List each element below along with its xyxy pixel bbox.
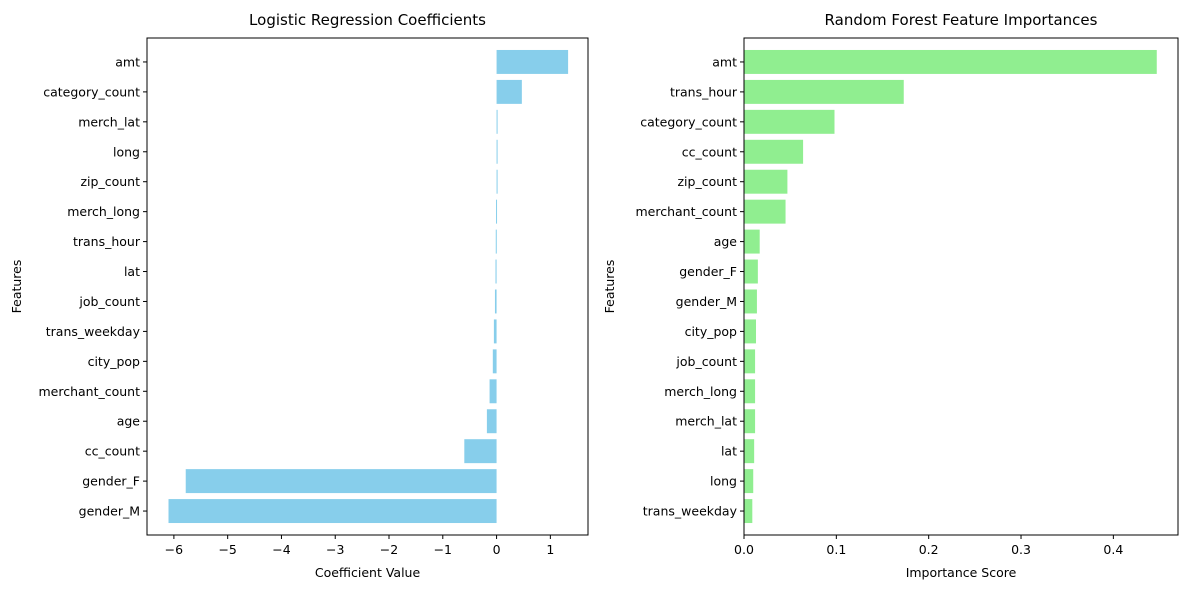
y-tick-label: job_count: [675, 354, 737, 369]
bar-zip_count: [744, 169, 788, 194]
x-tick-label: 0.1: [826, 542, 846, 557]
y-tick-label: merch_long: [67, 204, 140, 219]
x-axis-label: Coefficient Value: [315, 565, 421, 580]
chart-title: Logistic Regression Coefficients: [249, 11, 486, 29]
bar-merch_lat: [744, 409, 756, 434]
x-tick-label: −6: [165, 542, 183, 557]
bar-amt: [496, 49, 569, 74]
x-tick-label: −2: [380, 542, 398, 557]
y-tick-label: zip_count: [678, 174, 738, 189]
y-tick-label: age: [117, 414, 141, 429]
y-tick-label: lat: [721, 444, 737, 459]
x-tick-label: 0.4: [1103, 542, 1123, 557]
bar-gender_M: [168, 499, 497, 524]
y-tick-label: amt: [115, 54, 140, 69]
x-tick-label: 0.0: [734, 542, 754, 557]
x-tick-label: 0: [493, 542, 501, 557]
bar-merch_long: [744, 379, 756, 404]
y-tick-label: merch_long: [664, 384, 737, 399]
bar-amt: [744, 49, 1157, 74]
bar-city_pop: [744, 319, 757, 344]
y-tick-label: cc_count: [682, 144, 737, 159]
bar-job_count: [494, 289, 497, 314]
bar-merch_lat: [496, 109, 498, 134]
y-tick-label: zip_count: [81, 174, 141, 189]
x-tick-label: −5: [218, 542, 236, 557]
bar-zip_count: [496, 169, 498, 194]
bar-trans_hour: [744, 79, 904, 104]
bar-gender_M: [744, 289, 757, 314]
bar-lat: [744, 439, 755, 464]
bar-gender_F: [185, 469, 497, 494]
y-tick-label: city_pop: [685, 324, 737, 339]
y-tick-label: trans_hour: [73, 234, 141, 249]
y-tick-label: gender_M: [79, 504, 140, 519]
bar-category_count: [496, 79, 522, 104]
y-tick-label: city_pop: [88, 354, 140, 369]
bar-job_count: [744, 349, 756, 374]
x-tick-label: −3: [326, 542, 344, 557]
y-tick-label: category_count: [640, 114, 737, 129]
y-tick-label: gender_F: [679, 264, 737, 279]
bar-category_count: [744, 109, 835, 134]
chart-title: Random Forest Feature Importances: [825, 11, 1098, 29]
bar-city_pop: [492, 349, 497, 374]
y-tick-label: trans_hour: [670, 84, 738, 99]
y-tick-label: long: [710, 474, 737, 489]
y-tick-label: job_count: [78, 294, 140, 309]
bar-cc_count: [464, 439, 497, 464]
bar-lat: [495, 259, 497, 284]
bar-trans_weekday: [493, 319, 497, 344]
x-tick-label: 1: [546, 542, 554, 557]
bar-long: [496, 139, 498, 164]
bar-trans_weekday: [744, 499, 753, 524]
x-tick-label: 0.3: [1011, 542, 1031, 557]
bar-age: [744, 229, 760, 254]
x-tick-label: 0.2: [919, 542, 939, 557]
y-tick-label: amt: [712, 54, 737, 69]
bar-cc_count: [744, 139, 804, 164]
y-tick-label: trans_weekday: [643, 504, 738, 519]
axes-frame: [743, 37, 1179, 536]
x-axis-label: Importance Score: [906, 565, 1017, 580]
bar-merchant_count: [744, 199, 786, 224]
bar-trans_hour: [495, 229, 497, 254]
x-tick-label: −1: [434, 542, 452, 557]
y-axis-label: Features: [602, 260, 617, 314]
y-tick-label: merchant_count: [635, 204, 737, 219]
y-tick-label: merchant_count: [38, 384, 140, 399]
y-tick-label: merch_lat: [675, 414, 737, 429]
y-tick-label: gender_M: [676, 294, 737, 309]
y-tick-label: lat: [124, 264, 140, 279]
y-tick-label: age: [714, 234, 738, 249]
bar-merchant_count: [489, 379, 497, 404]
random-forest-chart: amt trans_hour category_count cc_count zip_c…: [602, 11, 1179, 580]
bar-gender_F: [744, 259, 758, 284]
y-tick-label: trans_weekday: [46, 324, 141, 339]
y-axis-label: Features: [9, 260, 24, 314]
bar-merch_long: [496, 199, 498, 224]
x-tick-label: −4: [272, 542, 290, 557]
y-tick-label: gender_F: [82, 474, 140, 489]
y-tick-label: category_count: [43, 84, 140, 99]
bar-age: [486, 409, 497, 434]
y-tick-label: long: [113, 144, 140, 159]
bar-long: [744, 469, 754, 494]
y-tick-label: cc_count: [85, 444, 140, 459]
axes-frame: [146, 37, 589, 536]
y-tick-label: merch_lat: [78, 114, 140, 129]
